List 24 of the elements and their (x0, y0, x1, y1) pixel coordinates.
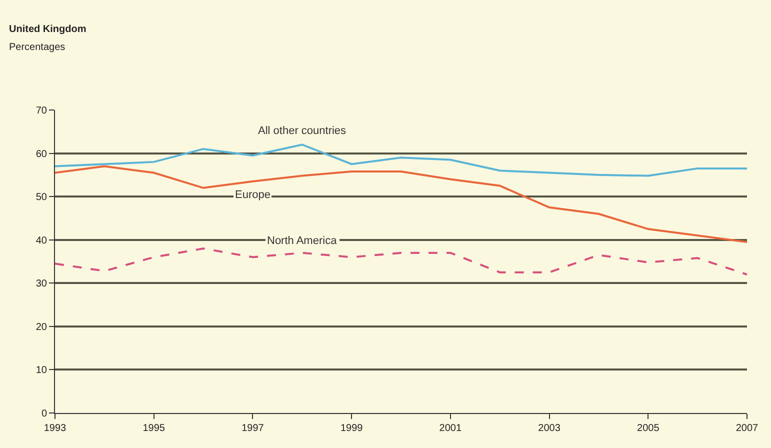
y-tick-label: 0 (41, 408, 48, 420)
x-tick-label: 1993 (44, 423, 67, 434)
text: United Kingdom (9, 24, 86, 35)
series-label: All other countries (258, 125, 347, 137)
x-tick-label: 2007 (736, 423, 759, 434)
y-tick-label: 10 (36, 365, 48, 376)
y-tick-label: 70 (36, 106, 48, 116)
line-series (55, 144, 747, 177)
y-tick-label: 60 (36, 148, 48, 160)
series-label: North America (267, 235, 338, 247)
series-label: Europe (235, 189, 270, 201)
y-tick-label: 20 (36, 322, 48, 333)
x-tick-label: 2001 (439, 423, 462, 434)
line-series (55, 248, 747, 276)
line-series (55, 165, 747, 244)
text: Percentages (9, 42, 66, 53)
x-tick-label: 2005 (637, 423, 660, 434)
x-tick-label: 1999 (340, 423, 364, 434)
x-tick-label: 1995 (142, 423, 166, 434)
x-tick-label: 2003 (538, 423, 561, 434)
y-tick-label: 40 (36, 235, 48, 246)
y-tick-label: 50 (36, 192, 48, 204)
x-tick-label: 1997 (242, 423, 264, 434)
y-tick-label: 30 (36, 278, 48, 290)
